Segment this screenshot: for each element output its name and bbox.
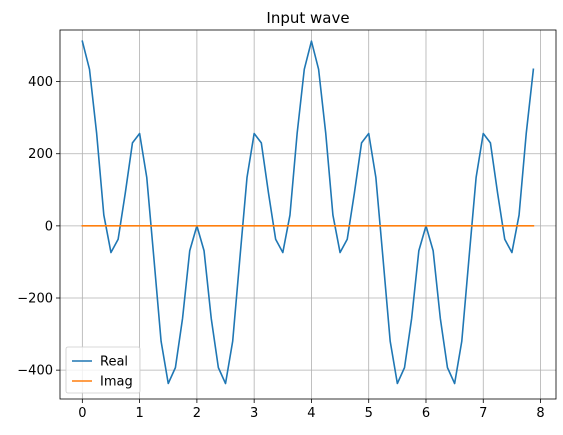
chart-title: Input wave [266,9,349,27]
x-tick-label: 0 [78,406,86,421]
grid [60,30,556,399]
x-tick-label: 3 [250,406,258,421]
y-tick-label: 200 [28,147,53,162]
y-tick-label: 0 [45,219,53,234]
x-tick-label: 7 [479,406,487,421]
axes-frame [59,29,557,400]
y-tick-label: −200 [17,292,53,307]
legend-label-real: Real [100,355,128,370]
x-tick-label: 6 [422,406,430,421]
x-tick-label: 8 [536,406,544,421]
series-layer [81,40,535,385]
x-tick-label: 4 [307,406,315,421]
legend: Real Imag [65,346,141,394]
x-tick-label: 1 [135,406,143,421]
x-tick-label: 5 [365,406,373,421]
y-tick-label: −400 [17,364,53,379]
series-line-real [81,40,535,385]
legend-label-imag: Imag [100,375,133,390]
axis-ticks: 0 1 2 3 4 5 6 7 8 −400 −200 0 200 400 [17,75,544,421]
y-tick-label: 400 [28,75,53,90]
x-tick-label: 2 [193,406,201,421]
